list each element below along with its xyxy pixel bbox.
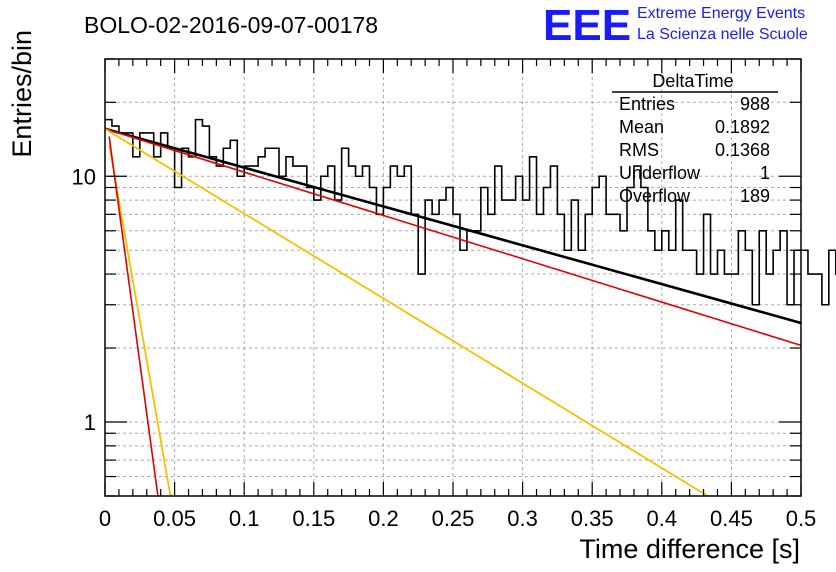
fit-line-4 bbox=[108, 136, 159, 497]
logo-line-1: Extreme Energy Events bbox=[637, 5, 805, 22]
x-tick-label-0: 0 bbox=[99, 506, 111, 531]
x-tick-label-8: 0.4 bbox=[647, 506, 678, 531]
chart-title: BOLO-02-2016-09-07-00178 bbox=[84, 12, 378, 38]
x-tick-label-9: 0.45 bbox=[710, 506, 753, 531]
histogram bbox=[105, 118, 836, 306]
fit-line-2 bbox=[104, 128, 709, 497]
axis-ticks bbox=[104, 58, 802, 497]
x-tick-label-3: 0.15 bbox=[292, 506, 335, 531]
mask-bottom bbox=[0, 496, 836, 572]
y-tick-label-0: 1 bbox=[84, 410, 96, 435]
stats-row-value-4: 189 bbox=[740, 186, 770, 206]
x-tick-label-2: 0.1 bbox=[229, 506, 260, 531]
logo: EEE Extreme Energy Events La Scienza nel… bbox=[543, 1, 808, 50]
stats-box: DeltaTime Entries 988 Mean 0.1892 RMS 0.1368 U… bbox=[612, 71, 778, 206]
stats-row-label-0: Entries bbox=[619, 94, 675, 114]
fit-line-1 bbox=[104, 128, 802, 347]
stats-row-label-1: Mean bbox=[619, 117, 664, 137]
grid-lines bbox=[104, 58, 802, 497]
x-tick-label-4: 0.2 bbox=[368, 506, 399, 531]
logo-mark: EEE bbox=[543, 1, 631, 50]
stats-row-value-2: 0.1368 bbox=[715, 140, 770, 160]
y-tick-label-1: 10 bbox=[72, 164, 96, 189]
stats-row-value-0: 988 bbox=[740, 94, 770, 114]
x-tick-label-5: 0.25 bbox=[432, 506, 475, 531]
logo-line-2: La Scienza nelle Scuole bbox=[637, 26, 808, 43]
fit-lines bbox=[104, 127, 802, 497]
stats-row-label-3: Underflow bbox=[619, 163, 701, 183]
mask-left bbox=[0, 0, 105, 572]
tick-labels: 0 0.05 0.1 0.15 0.2 0.25 0.3 0.35 0.4 0.45 0.5 1 10 bbox=[72, 164, 817, 531]
x-tick-label-6: 0.3 bbox=[507, 506, 538, 531]
fit-line-3 bbox=[108, 144, 172, 497]
stats-row-value-1: 0.1892 bbox=[715, 117, 770, 137]
x-axis-title: Time difference [s] bbox=[579, 534, 800, 564]
x-tick-label-7: 0.35 bbox=[571, 506, 614, 531]
stats-row-label-2: RMS bbox=[619, 140, 659, 160]
stats-row-value-3: 1 bbox=[760, 163, 770, 183]
y-axis-title: Entries/bin bbox=[7, 30, 37, 158]
x-tick-label-1: 0.05 bbox=[153, 506, 196, 531]
fit-line-0 bbox=[104, 127, 802, 325]
stats-title: DeltaTime bbox=[652, 71, 733, 91]
stats-rows: Entries 988 Mean 0.1892 RMS 0.1368 Underflow 1 O… bbox=[619, 94, 770, 206]
stats-row-label-4: Overflow bbox=[619, 186, 691, 206]
x-tick-label-10: 0.5 bbox=[786, 506, 817, 531]
histogram-outline bbox=[105, 118, 836, 306]
